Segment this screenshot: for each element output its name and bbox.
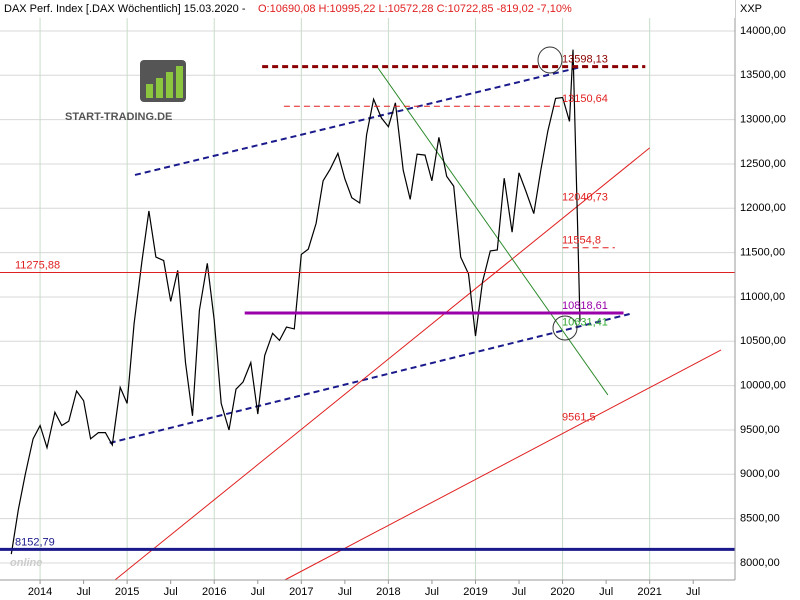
x-tick-label: 2020	[550, 586, 574, 598]
level-label: 10818,61	[562, 300, 608, 312]
x-tick-label: 2014	[28, 586, 52, 598]
x-tick-label: Jul	[338, 586, 352, 598]
y-tick-label: 13000,00	[740, 114, 786, 126]
trendline	[377, 67, 609, 396]
header-bg	[0, 0, 735, 18]
trendline	[114, 147, 650, 581]
y-tick-label: 10000,00	[740, 380, 786, 392]
x-tick-label: Jul	[599, 586, 613, 598]
currency: XXP	[740, 3, 762, 15]
x-tick-label: Jul	[251, 586, 265, 598]
watermark: online	[10, 557, 42, 569]
x-tick-label: 2019	[463, 586, 487, 598]
x-tick-label: 2018	[376, 586, 400, 598]
x-tick-label: Jul	[425, 586, 439, 598]
level-label: 12040,73	[562, 192, 608, 204]
logo-text: START-TRADING.DE	[65, 111, 172, 123]
level-label: 13598,13	[562, 54, 608, 66]
x-tick-label: Jul	[512, 586, 526, 598]
x-tick-label: Jul	[164, 586, 178, 598]
level-label: 8152,79	[15, 536, 55, 548]
y-tick-label: 9500,00	[740, 424, 780, 436]
x-tick-label: 2016	[202, 586, 226, 598]
level-label: 13150,64	[562, 93, 608, 105]
logo-icon	[140, 60, 186, 102]
y-tick-label: 14000,00	[740, 25, 786, 37]
y-tick-label: 11000,00	[740, 291, 785, 303]
y-tick-label: 10500,00	[740, 335, 786, 347]
x-tick-label: 2015	[115, 586, 139, 598]
x-tick-label: Jul	[77, 586, 91, 598]
level-label: 10631,41	[562, 317, 608, 329]
trendline	[134, 65, 586, 176]
x-tick-label: 2021	[637, 586, 661, 598]
y-tick-label: 8500,00	[740, 513, 780, 525]
y-tick-label: 12500,00	[740, 158, 786, 170]
x-tick-label: Jul	[686, 586, 700, 598]
title: DAX Perf. Index [.DAX Wöchentlich] 15.03…	[4, 3, 246, 15]
plot-area	[0, 8, 735, 581]
y-tick-label: 13500,00	[740, 69, 786, 81]
level-label: 11554,8	[562, 235, 601, 247]
trendline	[284, 349, 722, 581]
x-tick-label: 2017	[289, 586, 313, 598]
y-tick-label: 11500,00	[740, 247, 785, 259]
highlight-circle	[552, 315, 578, 341]
price-line	[10, 49, 581, 555]
y-tick-label: 12000,00	[740, 202, 786, 214]
y-tick-label: 8000,00	[740, 557, 780, 569]
highlight-circle	[537, 46, 563, 74]
y-tick-label: 9000,00	[740, 468, 780, 480]
level-label: 9561,5	[562, 411, 596, 423]
level-label: 11275,88	[15, 259, 60, 271]
quote: O:10690,08 H:10995,22 L:10572,28 C:10722…	[258, 3, 572, 15]
